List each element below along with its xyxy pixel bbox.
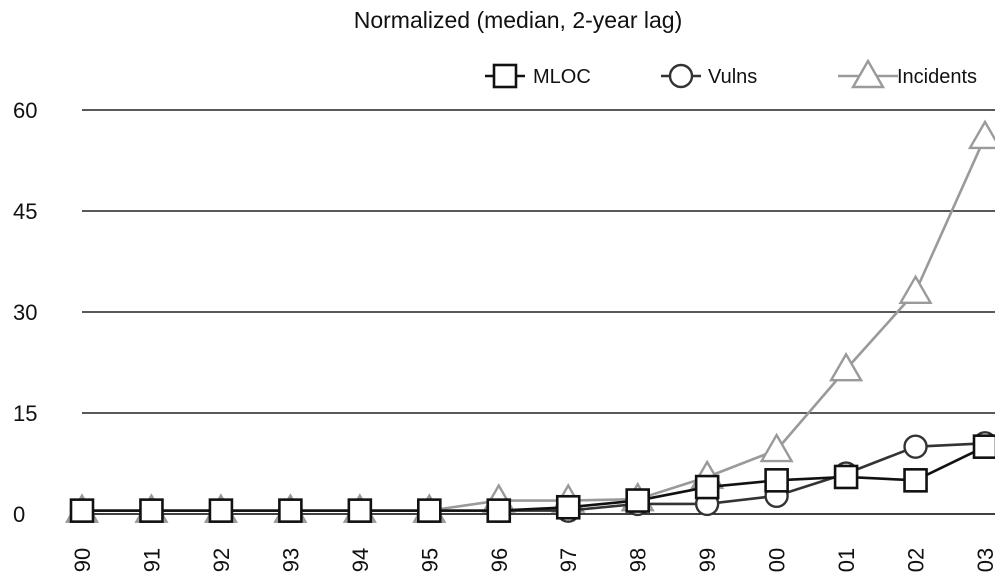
x-tick-label: 00 bbox=[765, 548, 790, 572]
y-tick-label: 15 bbox=[13, 401, 37, 426]
x-tick-label: 97 bbox=[556, 548, 581, 572]
mloc-point bbox=[208, 498, 234, 523]
legend-marker-incidents bbox=[850, 58, 886, 89]
mloc-point bbox=[417, 498, 442, 523]
y-tick-label: 60 bbox=[13, 98, 37, 123]
mloc-point bbox=[486, 498, 512, 523]
incidents-point bbox=[828, 351, 864, 382]
incidents-point bbox=[759, 432, 794, 463]
x-tick-label: 93 bbox=[278, 548, 303, 572]
x-tick-label: 03 bbox=[973, 548, 995, 572]
legend-marker-mloc bbox=[492, 63, 518, 89]
series-mloc bbox=[69, 434, 995, 523]
x-tick-label: 99 bbox=[695, 548, 720, 572]
legend-label: Incidents bbox=[897, 66, 977, 88]
x-tick-label: 91 bbox=[139, 548, 164, 572]
incidents-point bbox=[967, 119, 995, 150]
y-tick-label: 30 bbox=[13, 300, 37, 325]
x-tick-label: 02 bbox=[904, 548, 929, 572]
legend-label: Vulns bbox=[708, 66, 757, 88]
series-line-incidents bbox=[82, 136, 987, 512]
y-tick-label: 0 bbox=[13, 502, 25, 527]
mloc-point bbox=[347, 498, 373, 523]
y-axis-ticks: 0 15 30 45 60 bbox=[13, 98, 37, 527]
mloc-point bbox=[903, 468, 928, 493]
incidents-point bbox=[898, 274, 933, 304]
x-tick-label: 98 bbox=[626, 548, 651, 572]
x-axis-ticks: 90 91 92 93 94 95 96 97 98 99 00 01 02 03 bbox=[70, 548, 995, 572]
legend: MLOC Vulns Incidents bbox=[485, 58, 977, 89]
series-layer bbox=[64, 119, 995, 523]
legend-label: MLOC bbox=[533, 66, 591, 88]
x-tick-label: 94 bbox=[348, 548, 373, 572]
x-tick-label: 96 bbox=[487, 548, 512, 572]
chart-title: Normalized (median, 2-year lag) bbox=[354, 7, 683, 33]
mloc-point bbox=[278, 498, 303, 523]
legend-item-vulns: Vulns bbox=[661, 63, 757, 89]
x-tick-label: 92 bbox=[209, 548, 234, 572]
y-tick-label: 45 bbox=[13, 199, 37, 224]
mloc-point bbox=[764, 468, 789, 493]
vulns-point bbox=[903, 434, 928, 459]
legend-item-mloc: MLOC bbox=[485, 63, 591, 89]
mloc-point bbox=[972, 434, 995, 459]
mloc-point bbox=[833, 464, 859, 490]
x-tick-label: 01 bbox=[834, 548, 859, 572]
mloc-point bbox=[69, 498, 95, 523]
mloc-point bbox=[555, 494, 581, 520]
x-tick-label: 95 bbox=[417, 548, 442, 572]
legend-marker-vulns bbox=[668, 63, 694, 89]
mloc-point bbox=[694, 474, 720, 500]
gridlines bbox=[82, 109, 995, 515]
mloc-point bbox=[625, 488, 650, 513]
series-incidents bbox=[64, 119, 995, 523]
legend-item-incidents: Incidents bbox=[838, 58, 977, 89]
mloc-point bbox=[139, 498, 164, 523]
x-tick-label: 90 bbox=[70, 548, 95, 572]
